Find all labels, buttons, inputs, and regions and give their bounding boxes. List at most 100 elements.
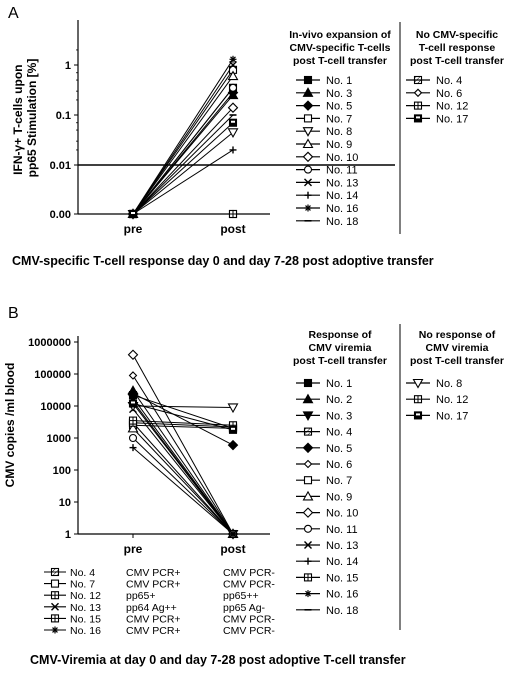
status-row-label: No. 15 bbox=[70, 613, 101, 625]
legend-item-marker bbox=[302, 100, 314, 111]
legend-item-marker bbox=[413, 411, 423, 420]
legend-item-marker bbox=[303, 165, 313, 174]
data-point bbox=[227, 128, 239, 138]
x-tick-label: post bbox=[220, 542, 245, 556]
legend-item-label: No. 9 bbox=[326, 491, 352, 503]
legend-item: No. 1 bbox=[296, 378, 352, 390]
legend-item-marker bbox=[413, 75, 423, 85]
status-row-post: pp65++ bbox=[223, 590, 259, 602]
panel-b-legend-col1-title: Response of CMV viremia post T-cell transf… bbox=[293, 329, 387, 367]
legend-item-label: No. 15 bbox=[326, 572, 358, 584]
panel-a-axes: 0.00 0.01 0.1 1 pre post bbox=[50, 20, 395, 236]
legend-item: No. 17 bbox=[406, 113, 468, 125]
legend-item: No. 13 bbox=[296, 540, 358, 552]
legend-item: No. 5 bbox=[296, 100, 352, 113]
legend-item: No. 14 bbox=[296, 190, 358, 202]
legend-item: No. 8 bbox=[296, 126, 352, 138]
panel-b-ylabel: CMV copies /ml blood bbox=[3, 363, 17, 488]
legend-item-label: No. 7 bbox=[326, 113, 352, 125]
status-row-label: No. 4 bbox=[70, 567, 95, 579]
y-tick-label: 1 bbox=[65, 60, 71, 72]
panel-b-caption: CMV-Viremia at day 0 and day 7-28 post a… bbox=[30, 653, 406, 667]
series-line bbox=[132, 75, 234, 215]
panel-b-label: B bbox=[8, 305, 19, 322]
legend-item: No. 6 bbox=[406, 88, 462, 100]
y-tick-label: 100 bbox=[53, 465, 71, 477]
legend-item-label: No. 2 bbox=[326, 394, 352, 406]
legend-title-line: CMV-specific T-cells bbox=[290, 42, 391, 54]
legend-item-marker bbox=[303, 75, 313, 85]
status-row: No. 16 CMV PCR+ CMV PCR- bbox=[44, 625, 275, 637]
legend-item-marker bbox=[304, 557, 312, 565]
legend-item-label: No. 12 bbox=[436, 101, 468, 113]
legend-item-label: No. 17 bbox=[436, 410, 468, 422]
legend-item-label: No. 1 bbox=[326, 378, 352, 390]
x-tick-label: pre bbox=[124, 542, 143, 556]
legend-item: No. 14 bbox=[296, 556, 358, 568]
legend-item-marker bbox=[303, 114, 313, 123]
legend-item-label: No. 8 bbox=[436, 378, 462, 390]
legend-item: No. 2 bbox=[296, 393, 352, 406]
y-tick-label: 0.01 bbox=[50, 160, 71, 172]
legend-item: No. 9 bbox=[296, 490, 352, 503]
y-tick-label: 0.00 bbox=[50, 209, 71, 221]
panel-a-series-lines bbox=[132, 59, 234, 215]
legend-item: No. 9 bbox=[296, 138, 352, 151]
legend-item-marker bbox=[413, 88, 423, 98]
legend-title-line: post T-cell transfer bbox=[410, 55, 504, 67]
legend-item-label: No. 6 bbox=[326, 459, 352, 471]
legend-item-label: No. 8 bbox=[326, 126, 352, 138]
status-row-pre: CMV PCR+ bbox=[126, 567, 181, 579]
legend-item: No. 3 bbox=[296, 87, 352, 100]
panel-b: B CMV copies /ml blood 1 10 100 1000 10000 10… bbox=[3, 305, 504, 667]
legend-item-marker bbox=[303, 459, 313, 469]
legend-title-line: No response of bbox=[419, 329, 496, 341]
legend-item-label: No. 4 bbox=[436, 75, 462, 87]
legend-item-label: No. 5 bbox=[326, 443, 352, 455]
legend-item: No. 12 bbox=[406, 101, 468, 113]
legend-item: No. 6 bbox=[296, 459, 352, 471]
status-row-pre: CMV PCR+ bbox=[126, 579, 181, 591]
status-row-marker bbox=[51, 626, 59, 634]
legend-title-line: In-vivo expansion of bbox=[289, 29, 391, 41]
status-row: No. 15 CMV PCR+ CMV PCR- bbox=[44, 613, 275, 625]
status-row-label: No. 12 bbox=[70, 590, 101, 602]
y-tick-label: 1 bbox=[65, 529, 71, 541]
legend-item-marker bbox=[302, 442, 314, 454]
legend-item-label: No. 10 bbox=[326, 508, 358, 520]
legend-item: No. 8 bbox=[406, 378, 462, 390]
series-line bbox=[132, 394, 234, 429]
legend-item-marker bbox=[304, 590, 312, 598]
legend-item-label: No. 13 bbox=[326, 540, 358, 552]
series-line bbox=[132, 375, 234, 535]
status-row-post: pp65 Ag- bbox=[223, 602, 266, 614]
status-row-label: No. 16 bbox=[70, 625, 101, 637]
panel-a-label: A bbox=[8, 5, 19, 22]
status-row-label: No. 13 bbox=[70, 602, 101, 614]
panel-b-series-markers bbox=[127, 349, 239, 540]
legend-item-label: No. 13 bbox=[326, 177, 358, 189]
panel-a-series-markers bbox=[127, 55, 239, 220]
y-tick-label: 100000 bbox=[34, 369, 71, 381]
legend-item: No. 7 bbox=[296, 113, 352, 125]
series-line bbox=[132, 92, 234, 215]
data-point bbox=[128, 416, 138, 425]
legend-title-line: post T-cell transfer bbox=[410, 355, 504, 367]
panel-b-status-table: No. 4 CMV PCR+ CMV PCR-No. 7 CMV PCR+ CMV PC… bbox=[44, 567, 275, 637]
legend-item-marker bbox=[302, 490, 314, 501]
series-line bbox=[132, 437, 234, 535]
y-tick-label: 0.1 bbox=[56, 110, 71, 122]
legend-item: No. 18 bbox=[296, 605, 358, 617]
series-line bbox=[132, 402, 234, 431]
legend-item-label: No. 14 bbox=[326, 190, 358, 202]
data-point bbox=[227, 403, 239, 414]
panel-b-legend: Response of CMV viremia post T-cell transf… bbox=[293, 324, 504, 630]
status-row: No. 13 pp64 Ag++ pp65 Ag- bbox=[44, 602, 266, 614]
data-point bbox=[229, 61, 237, 69]
legend-item-marker bbox=[302, 127, 314, 137]
status-row: No. 12 pp65+ pp65++ bbox=[44, 590, 259, 602]
panel-a-legend-col2-title: No CMV-specific T-cell response post T-cel… bbox=[410, 29, 504, 67]
status-row-post: CMV PCR- bbox=[223, 613, 275, 625]
data-point bbox=[229, 55, 237, 63]
x-tick-label: pre bbox=[124, 222, 143, 236]
